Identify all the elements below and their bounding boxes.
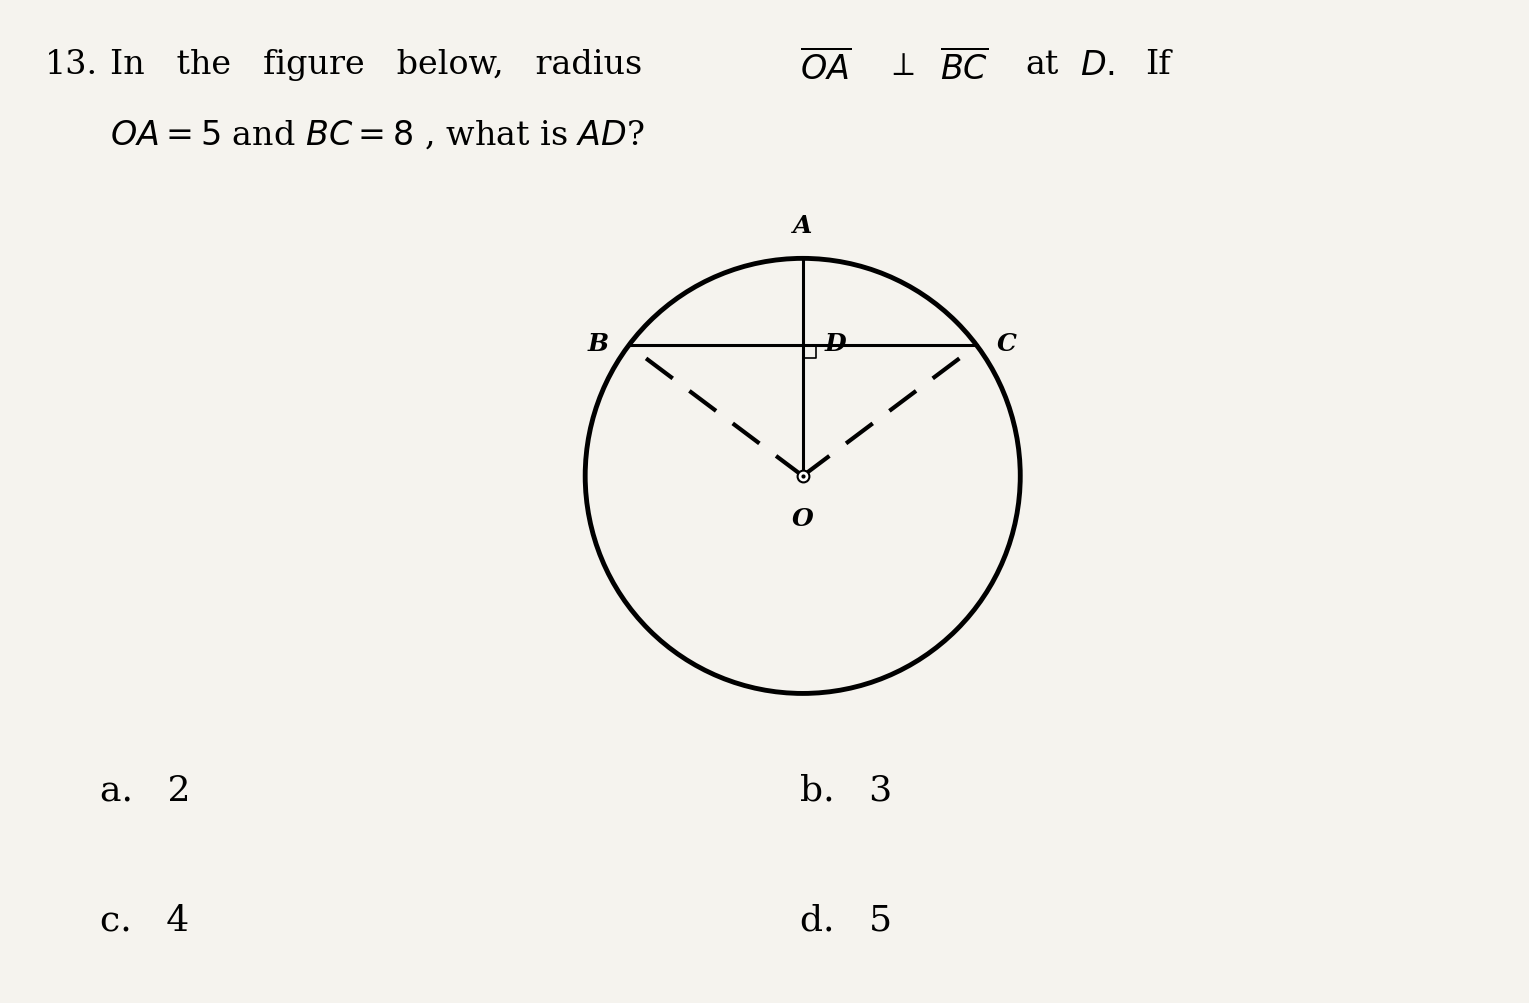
Text: b.   3: b. 3 <box>800 773 893 807</box>
Text: $\perp$: $\perp$ <box>885 49 914 82</box>
Text: c.   4: c. 4 <box>99 903 190 937</box>
Text: 13.: 13. <box>44 49 98 81</box>
Text: A: A <box>794 214 812 238</box>
Text: D: D <box>824 332 846 356</box>
Text: $\overline{BC}$: $\overline{BC}$ <box>940 49 988 86</box>
Text: In   the   figure   below,   radius: In the figure below, radius <box>110 49 642 81</box>
Text: $D.$: $D.$ <box>1079 49 1115 82</box>
Text: $OA = 5$ and $BC = 8$ , what is $AD$?: $OA = 5$ and $BC = 8$ , what is $AD$? <box>110 119 645 151</box>
Text: B: B <box>589 332 609 356</box>
Text: at: at <box>1024 49 1058 81</box>
Text: a.   2: a. 2 <box>99 773 191 807</box>
Text: If: If <box>1145 49 1171 81</box>
Text: C: C <box>997 332 1017 356</box>
Text: O: O <box>792 507 813 531</box>
Text: $\overline{OA}$: $\overline{OA}$ <box>800 49 852 86</box>
Text: d.   5: d. 5 <box>800 903 891 937</box>
